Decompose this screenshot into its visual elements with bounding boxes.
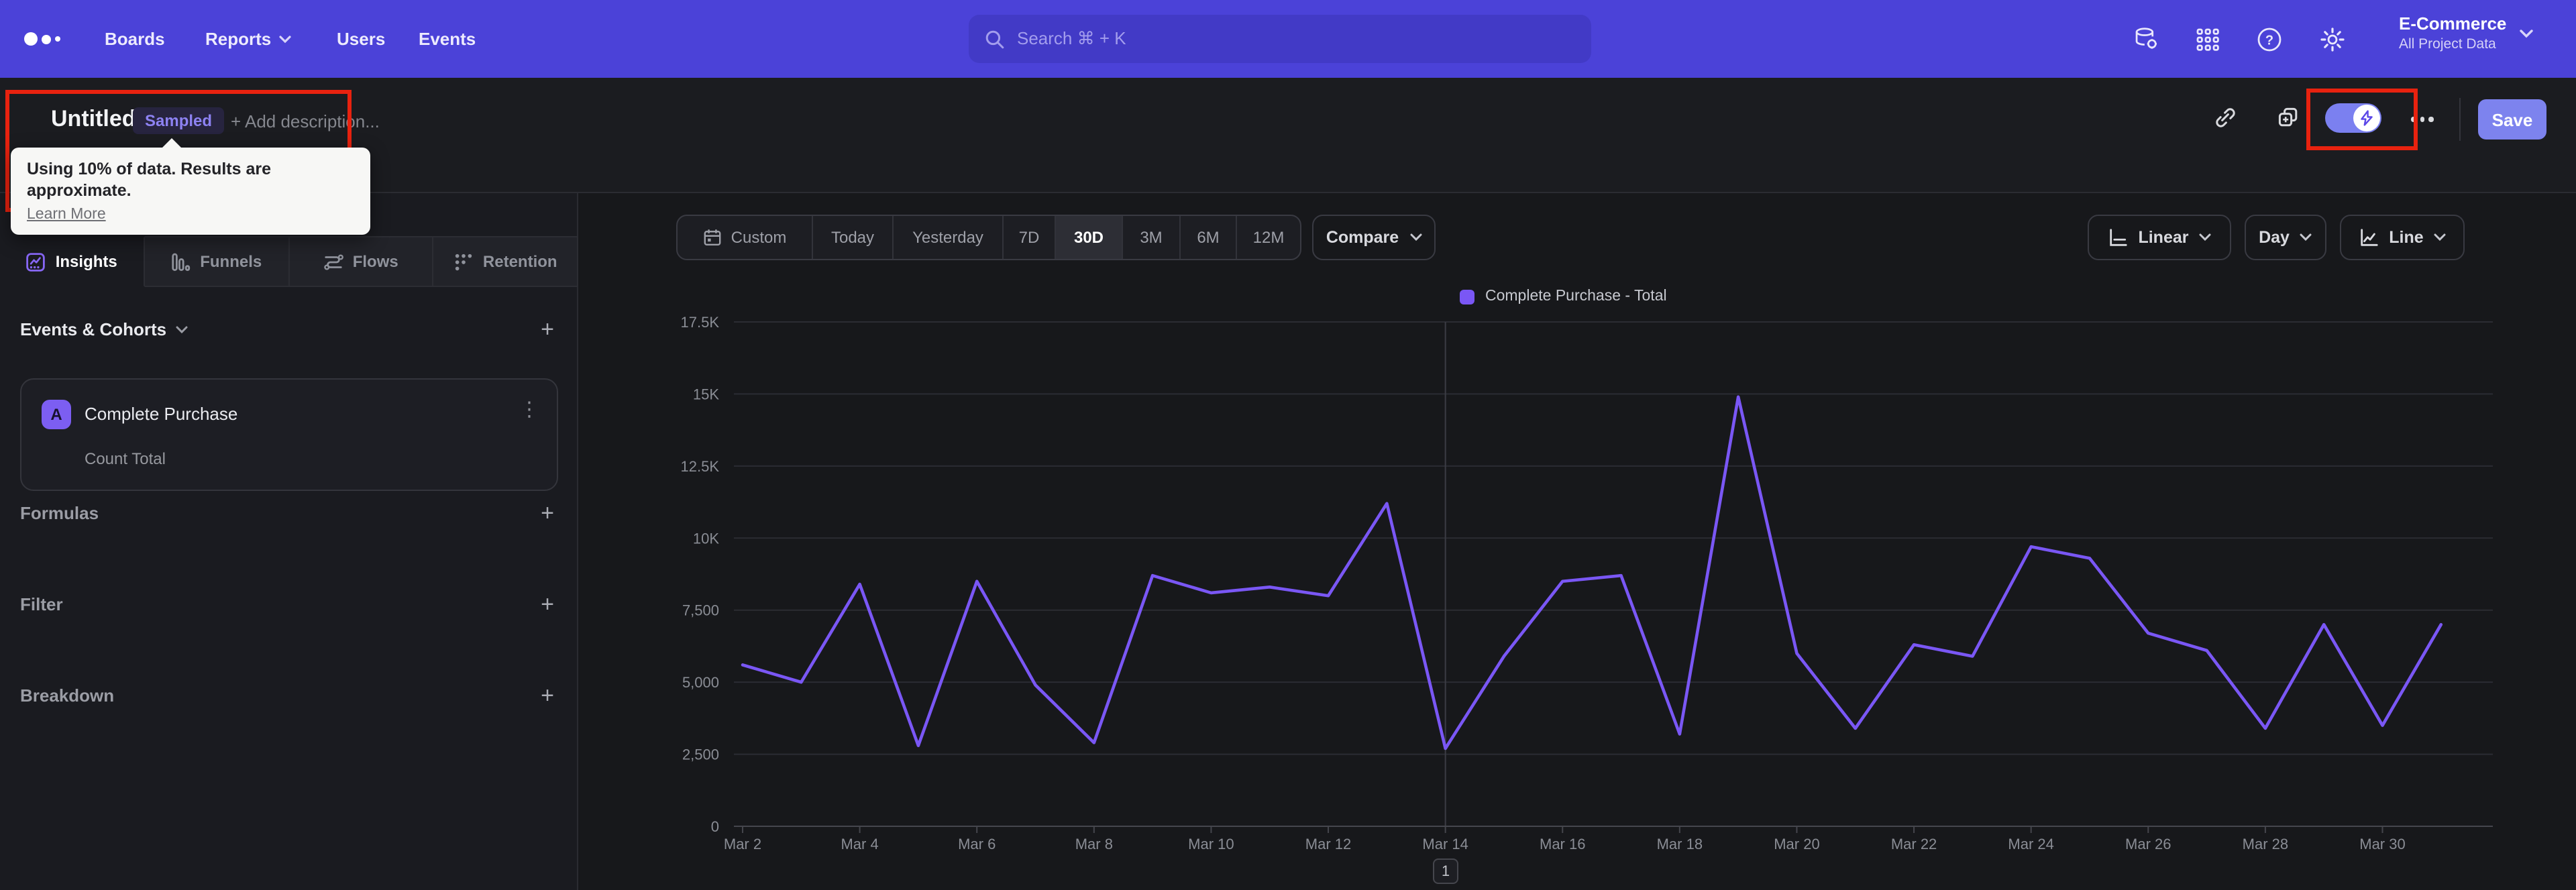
events-cohorts-header[interactable]: Events & Cohorts xyxy=(20,319,188,339)
report-title[interactable]: Untitled xyxy=(51,106,136,131)
svg-text:?: ? xyxy=(2265,32,2273,47)
sampled-badge[interactable]: Sampled xyxy=(133,107,225,134)
chevron-down-icon xyxy=(1409,233,1421,241)
tab-insights[interactable]: Insights xyxy=(0,236,145,287)
range-today[interactable]: Today xyxy=(812,216,892,259)
search-icon xyxy=(985,30,1004,48)
section-breakdown: Breakdown + xyxy=(20,683,559,711)
help-icon[interactable]: ? xyxy=(2257,26,2282,52)
event-name: Complete Purchase xyxy=(85,404,238,424)
learn-more-link[interactable]: Learn More xyxy=(27,207,106,223)
sampling-toggle[interactable] xyxy=(2325,103,2381,133)
tooltip-text: Using 10% of data. Results are approxima… xyxy=(27,160,272,200)
project-switcher[interactable]: E-Commerce All Project Data xyxy=(2399,13,2534,54)
funnels-icon xyxy=(172,252,191,271)
compare-dropdown[interactable]: Compare xyxy=(1312,215,1436,260)
settings-gear-icon[interactable] xyxy=(2320,26,2345,52)
add-formula-button[interactable]: + xyxy=(541,500,554,526)
report-header xyxy=(0,78,2576,193)
search-placeholder: Search ⌘ + K xyxy=(1017,28,1126,48)
top-nav: Boards Reports Users Events Search ⌘ + K… xyxy=(0,0,2576,78)
add-filter-button[interactable]: + xyxy=(541,592,554,617)
insights-icon xyxy=(26,252,46,271)
chevron-down-icon xyxy=(2520,29,2534,38)
retention-icon xyxy=(455,253,472,270)
report-type-tabs: Insights Funnels Flows Retention xyxy=(0,236,578,287)
nav-item-events[interactable]: Events xyxy=(419,29,476,49)
line-chart-icon xyxy=(2360,228,2377,245)
nav-item-boards[interactable]: Boards xyxy=(105,29,165,49)
tab-retention[interactable]: Retention xyxy=(433,236,578,287)
range-custom[interactable]: Custom xyxy=(678,216,812,259)
chevron-down-icon xyxy=(2300,233,2312,241)
flows-icon xyxy=(323,254,343,270)
scale-dropdown[interactable]: Linear xyxy=(2088,215,2231,260)
range-12m[interactable]: 12M xyxy=(1236,216,1300,259)
toggle-knob xyxy=(2353,105,2380,131)
interval-dropdown[interactable]: Day xyxy=(2245,215,2326,260)
chart-legend[interactable]: Complete Purchase - Total xyxy=(1460,288,1667,304)
range-7d[interactable]: 7D xyxy=(1002,216,1055,259)
header-divider xyxy=(2459,98,2461,141)
copy-icon xyxy=(2278,107,2298,127)
link-icon xyxy=(2216,108,2235,127)
section-formulas: Formulas + xyxy=(20,500,559,529)
calendar-icon xyxy=(704,229,721,246)
chevron-down-icon xyxy=(176,325,188,333)
event-card[interactable]: A Complete Purchase ⋮ Count Total xyxy=(20,378,558,491)
linear-axis-icon xyxy=(2109,228,2127,245)
range-30d[interactable]: 30D xyxy=(1055,216,1122,259)
event-options-button[interactable]: ⋮ xyxy=(519,398,539,421)
chevron-down-icon xyxy=(279,35,291,43)
nav-item-reports[interactable]: Reports xyxy=(205,29,291,49)
add-event-button[interactable]: + xyxy=(541,317,554,342)
sampling-tooltip: Using 10% of data. Results are approxima… xyxy=(11,138,370,235)
share-link-button[interactable] xyxy=(2214,106,2237,129)
pagination-page-1[interactable]: 1 xyxy=(1433,858,1458,884)
legend-swatch xyxy=(1460,289,1474,304)
event-letter-badge: A xyxy=(42,400,71,429)
range-yesterday[interactable]: Yesterday xyxy=(892,216,1002,259)
range-6m[interactable]: 6M xyxy=(1179,216,1236,259)
apps-grid-icon[interactable] xyxy=(2196,27,2219,50)
mixpanel-logo-icon[interactable] xyxy=(24,32,60,46)
chart-type-dropdown[interactable]: Line xyxy=(2340,215,2465,260)
query-builder-sidebar xyxy=(0,193,578,890)
add-breakdown-button[interactable]: + xyxy=(541,683,554,708)
date-range-control: Custom Today Yesterday 7D 30D 3M 6M 12M xyxy=(676,215,1301,260)
project-scope: All Project Data xyxy=(2399,36,2496,52)
lightning-bolt-icon xyxy=(2361,110,2373,126)
nav-item-users[interactable]: Users xyxy=(337,29,386,49)
more-options-button[interactable] xyxy=(2411,117,2433,121)
search-input[interactable]: Search ⌘ + K xyxy=(969,15,1591,63)
project-name: E-Commerce xyxy=(2399,13,2507,34)
tab-funnels[interactable]: Funnels xyxy=(144,236,289,287)
range-3m[interactable]: 3M xyxy=(1122,216,1179,259)
event-metric[interactable]: Count Total xyxy=(85,449,166,468)
duplicate-button[interactable] xyxy=(2277,106,2300,129)
add-description-button[interactable]: + Add description... xyxy=(231,111,380,131)
chevron-down-icon xyxy=(2434,233,2447,241)
section-filter: Filter + xyxy=(20,592,559,620)
legend-label: Complete Purchase - Total xyxy=(1485,288,1667,304)
tab-flows[interactable]: Flows xyxy=(289,236,434,287)
chevron-down-icon xyxy=(2200,233,2211,241)
save-button[interactable]: Save xyxy=(2478,99,2546,140)
data-settings-icon[interactable] xyxy=(2133,27,2159,51)
